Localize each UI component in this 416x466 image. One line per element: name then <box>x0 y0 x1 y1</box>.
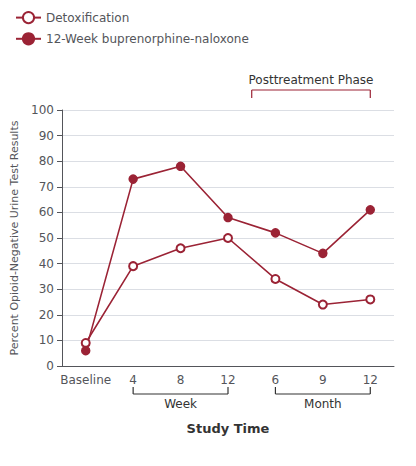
svg-text:9: 9 <box>319 373 327 387</box>
svg-text:10: 10 <box>39 333 54 347</box>
svg-text:0: 0 <box>46 359 54 373</box>
svg-text:Detoxification: Detoxification <box>46 11 129 25</box>
svg-text:6: 6 <box>272 373 280 387</box>
svg-text:8: 8 <box>177 373 185 387</box>
svg-text:Percent Opioid-Negative Urine: Percent Opioid-Negative Urine Test Resul… <box>8 120 21 355</box>
svg-text:100: 100 <box>31 103 54 117</box>
svg-text:Posttreatment Phase: Posttreatment Phase <box>249 73 374 87</box>
svg-text:Study Time: Study Time <box>187 421 270 436</box>
svg-text:30: 30 <box>39 282 54 296</box>
svg-text:Week: Week <box>164 397 197 411</box>
svg-text:80: 80 <box>39 154 54 168</box>
svg-text:50: 50 <box>39 231 54 245</box>
svg-text:90: 90 <box>39 129 54 143</box>
svg-text:Baseline: Baseline <box>60 373 111 387</box>
svg-text:40: 40 <box>39 257 54 271</box>
svg-text:4: 4 <box>129 373 137 387</box>
svg-text:70: 70 <box>39 180 54 194</box>
svg-text:12: 12 <box>220 373 235 387</box>
svg-text:Month: Month <box>304 397 342 411</box>
svg-text:12-Week buprenorphine-naloxone: 12-Week buprenorphine-naloxone <box>46 32 249 46</box>
svg-text:60: 60 <box>39 205 54 219</box>
svg-text:20: 20 <box>39 308 54 322</box>
svg-text:12: 12 <box>363 373 378 387</box>
